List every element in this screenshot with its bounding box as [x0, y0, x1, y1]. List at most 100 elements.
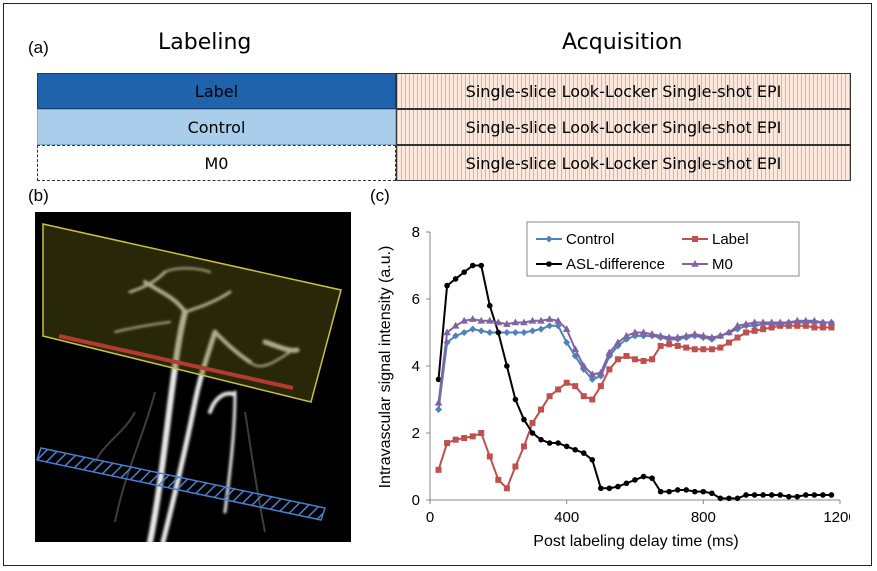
data-point-m0 [725, 328, 733, 336]
data-point-m0 [716, 331, 725, 339]
series-line-asl-difference [437, 264, 832, 500]
x-axis-label: Post labeling delay time (ms) [533, 533, 738, 550]
imaging-slab [42, 223, 342, 403]
data-point-asl-difference [691, 488, 698, 495]
data-point-m0 [597, 368, 605, 376]
data-point-m0 [520, 318, 528, 326]
data-point-control [529, 327, 536, 335]
data-point-asl-difference [751, 492, 758, 498]
data-point-m0 [528, 316, 537, 324]
y-tick-label: 0 [412, 492, 420, 509]
data-point-asl-difference [563, 443, 570, 450]
data-point-asl-difference [589, 457, 596, 463]
data-point-m0 [631, 328, 639, 336]
data-point-m0 [776, 318, 785, 326]
data-point-control [486, 329, 494, 336]
data-point-label [794, 322, 801, 329]
data-point-asl-difference [803, 492, 809, 498]
labeling-cell-label: Label [37, 73, 396, 109]
data-point-m0 [810, 316, 819, 324]
legend-marker [692, 236, 698, 242]
labeling-header: Labeling [158, 30, 252, 55]
data-point-asl-difference [683, 487, 690, 493]
data-point-m0 [802, 316, 810, 324]
data-point-label [691, 346, 698, 353]
data-point-label [640, 357, 647, 364]
data-point-label [700, 346, 707, 353]
data-point-control [563, 339, 571, 347]
data-point-control [469, 325, 477, 333]
panel-label-a: (a) [28, 38, 49, 57]
data-point-m0 [733, 321, 742, 329]
data-point-label [529, 419, 536, 426]
data-point-m0 [793, 316, 802, 324]
data-point-m0 [690, 330, 699, 337]
data-point-asl-difference [777, 492, 784, 498]
data-point-asl-difference [504, 363, 510, 369]
data-point-label [819, 324, 826, 331]
data-point-m0 [554, 316, 562, 324]
data-point-asl-difference [632, 477, 638, 483]
table-row-m0: M0 Single-slice Look-Locker Single-shot … [37, 145, 851, 181]
y-tick-label: 8 [412, 224, 420, 241]
labeling-cell-control: Control [37, 109, 396, 145]
data-point-control [477, 327, 485, 335]
data-point-asl-difference [546, 440, 553, 446]
data-point-asl-difference [486, 302, 493, 309]
mri-angiogram-image [35, 212, 351, 542]
data-point-label [444, 440, 451, 447]
data-point-m0 [742, 320, 750, 327]
y-tick-label: 6 [412, 291, 420, 308]
acquisition-cell-m0: Single-slice Look-Locker Single-shot EPI [396, 145, 851, 181]
data-point-label [503, 485, 510, 492]
legend-label: Label [712, 231, 749, 248]
data-point-asl-difference [768, 492, 775, 498]
data-point-label [811, 324, 818, 331]
data-point-label [555, 386, 562, 393]
data-point-m0 [750, 318, 759, 326]
data-point-label [632, 356, 638, 363]
x-tick-label: 400 [554, 509, 579, 526]
data-point-asl-difference [726, 495, 732, 502]
data-point-label [512, 463, 519, 470]
data-point-m0 [639, 328, 648, 336]
data-point-asl-difference [435, 376, 442, 383]
data-point-label [452, 436, 459, 443]
data-point-control [435, 406, 443, 414]
data-point-asl-difference [649, 475, 655, 482]
data-point-label [606, 366, 613, 373]
data-point-asl-difference [666, 488, 672, 495]
data-point-control [734, 325, 741, 333]
data-point-asl-difference [615, 483, 621, 490]
data-point-label [683, 344, 690, 351]
data-point-m0 [562, 325, 571, 332]
data-point-label [768, 324, 775, 331]
data-point-label [469, 433, 476, 440]
data-point-m0 [673, 333, 682, 341]
data-point-asl-difference [674, 487, 681, 493]
series-asl-difference [435, 262, 835, 502]
legend-label: ASL-difference [566, 256, 665, 273]
data-point-asl-difference [452, 276, 459, 282]
data-point-asl-difference [717, 495, 724, 502]
data-point-m0 [434, 398, 443, 406]
data-point-label [495, 476, 502, 483]
panel-label-b: (b) [28, 186, 49, 205]
data-point-control [546, 322, 554, 330]
acquisition-text: Single-slice Look-Locker Single-shot EPI [465, 117, 782, 137]
data-point-control [537, 325, 545, 333]
data-point-label [708, 346, 715, 353]
data-point-m0 [460, 316, 468, 324]
data-point-m0 [759, 318, 767, 326]
data-point-label [623, 352, 630, 359]
data-point-asl-difference [478, 262, 485, 269]
data-point-control [520, 329, 528, 336]
data-point-asl-difference [785, 493, 792, 500]
data-point-asl-difference [794, 493, 801, 500]
data-point-label [461, 435, 468, 442]
data-point-m0 [588, 370, 597, 378]
data-point-m0 [827, 318, 836, 326]
data-point-m0 [485, 316, 494, 324]
data-point-asl-difference [743, 492, 749, 498]
legend-marker [545, 235, 553, 243]
